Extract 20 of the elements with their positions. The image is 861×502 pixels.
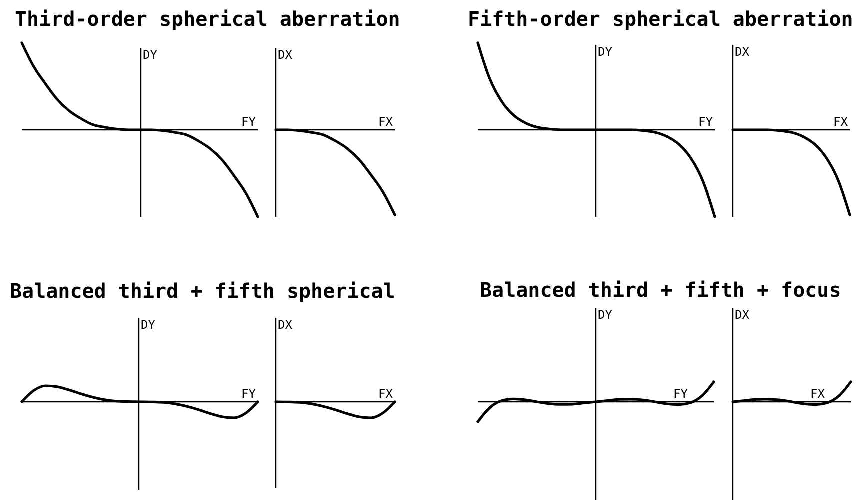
x-axis-title: FY <box>674 387 689 401</box>
chart-title: Balanced third + fifth + focus <box>480 278 842 302</box>
y-axis-title: DX <box>735 308 750 322</box>
x-axis-title: FX <box>378 115 394 129</box>
y-axis-title: DY <box>598 45 614 59</box>
y-axis-title: DY <box>141 318 156 332</box>
chart-title: Balanced third + fifth spherical <box>10 279 396 303</box>
x-axis-title: FY <box>242 387 257 401</box>
y-axis-title: DX <box>278 318 294 332</box>
x-axis-title: FX <box>834 115 849 129</box>
y-axis-title: DY <box>143 48 158 62</box>
y-axis-title: DY <box>598 308 614 322</box>
chart-title: Third-order spherical aberration <box>15 7 400 31</box>
chart-title: Fifth-order spherical aberration <box>468 7 854 31</box>
x-axis-title: FX <box>810 387 826 401</box>
x-axis-title: FY <box>242 115 257 129</box>
y-axis-title: DX <box>278 48 294 62</box>
x-axis-title: FX <box>378 387 394 401</box>
x-axis-title: FY <box>698 115 714 129</box>
y-axis-title: DX <box>735 45 750 59</box>
